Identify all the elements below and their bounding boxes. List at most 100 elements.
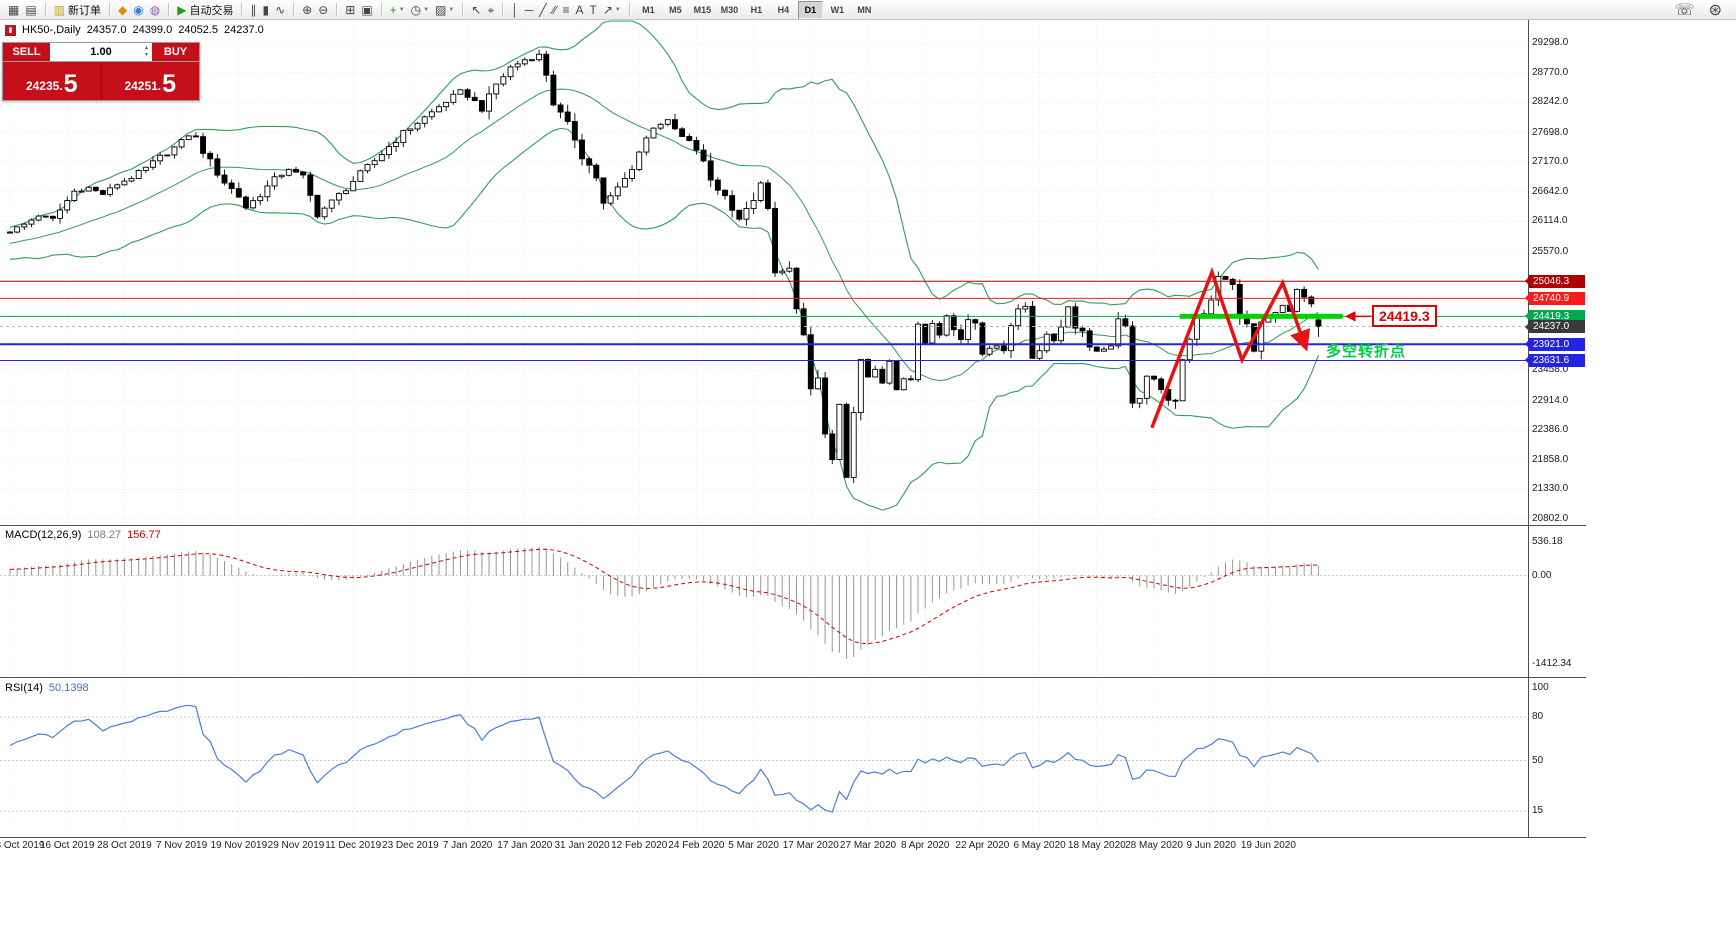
- sell-price-big: 5: [63, 70, 78, 98]
- timeframe-d1[interactable]: D1: [797, 0, 823, 19]
- vertical-line-icon[interactable]: │: [508, 1, 522, 19]
- channel-icon[interactable]: ∕∕: [549, 1, 559, 19]
- timeframe-m30[interactable]: M30: [720, 4, 739, 15]
- sell-button[interactable]: 24235. 5: [3, 62, 101, 100]
- volume-stepper[interactable]: ▲ ▼: [144, 45, 149, 59]
- toolbar-group: ⊕ ⊖: [297, 0, 333, 20]
- indicators-icon-glyph: +: [389, 2, 397, 17]
- trade-panel-top-row: SELL 1.00 ▲ ▼ BUY: [3, 43, 199, 62]
- indicators-icon[interactable]: + ▼: [387, 1, 408, 19]
- price-axis-label: 28242.0: [1532, 96, 1569, 108]
- periods-icon[interactable]: ◷ ▼: [408, 1, 432, 19]
- fibonacci-icon[interactable]: ≡: [559, 1, 572, 19]
- periods-icon-dropdown-icon[interactable]: ▼: [423, 6, 430, 13]
- date-axis-label: 22 Apr 2020: [955, 840, 1010, 851]
- buy-price-big: 5: [162, 70, 177, 98]
- cursor-icon[interactable]: ↖: [468, 1, 484, 19]
- toolbar-separator: [109, 2, 111, 17]
- templates-icon-dropdown-icon[interactable]: ▼: [448, 6, 455, 13]
- toolbar-group: ∥ ▮ ∿: [245, 0, 290, 20]
- price-axis-label: 22386.0: [1532, 424, 1569, 436]
- price-axis-label: 29298.0: [1532, 37, 1569, 48]
- rsi-value: 50.1398: [48, 682, 89, 694]
- chart-window-icon: ▮: [5, 24, 16, 36]
- zoom-in-icon-glyph: ⊕: [302, 2, 313, 17]
- quick-search-icon[interactable]: ⊛: [1708, 1, 1722, 19]
- timeframe-m15[interactable]: M15: [693, 4, 712, 15]
- current-price-tag: 24237.0: [1525, 320, 1585, 334]
- date-axis-label: 23 Dec 2019: [382, 840, 439, 851]
- price-axis-label: 25570.0: [1532, 245, 1569, 257]
- toolbar-separator: [336, 2, 338, 17]
- crosshair-icon[interactable]: ⌖: [484, 1, 497, 19]
- timeframe-mn[interactable]: MN: [857, 4, 872, 15]
- new-order-button[interactable]: ▥ 新订单: [51, 1, 104, 19]
- date-axis-label: 28 May 2020: [1125, 840, 1183, 851]
- rsi-axis-label: 100: [1532, 682, 1549, 693]
- timeframe-h4[interactable]: H4: [777, 4, 790, 15]
- zoom-out-icon[interactable]: ⊖: [315, 1, 331, 19]
- date-axis-label: 29 Nov 2019: [267, 840, 325, 851]
- cascade-windows-icon-glyph: ▣: [361, 2, 373, 17]
- timeframe-h1[interactable]: H1: [750, 4, 763, 15]
- rsi-axis-label: 50: [1532, 754, 1544, 766]
- price-level-callout[interactable]: 24419.3: [1372, 305, 1437, 327]
- candlestick-chart-icon[interactable]: ▮: [259, 1, 272, 19]
- rsi-axis-label: 15: [1532, 805, 1544, 817]
- crosshair-icon-glyph: ⌖: [487, 2, 495, 17]
- periods-icon-glyph: ◷: [410, 2, 422, 17]
- toolbar-separator: [462, 2, 464, 17]
- profiles-icon[interactable]: ▤: [22, 1, 39, 19]
- new-chart-icon[interactable]: ▦: [5, 1, 22, 19]
- price-axis-label: 21858.0: [1532, 453, 1569, 465]
- candlestick-chart-icon-glyph: ▮: [262, 2, 270, 17]
- macd-axis-label: -1412.34: [1532, 658, 1572, 669]
- toolbar-right-icons: ☏ ⊛: [1672, 1, 1733, 19]
- cursor-icon-glyph: ↖: [471, 2, 482, 17]
- copy-trading-icon[interactable]: ☏: [1674, 1, 1695, 19]
- date-axis-label: 17 Mar 2020: [782, 840, 839, 851]
- price-axis-label: 23458.0: [1532, 364, 1569, 376]
- date-axis-label: 11 Dec 2019: [325, 840, 382, 851]
- buy-button[interactable]: 24251. 5: [100, 62, 199, 100]
- bar-chart-icon[interactable]: ∥: [247, 1, 259, 19]
- timeframe-w1[interactable]: W1: [830, 4, 845, 15]
- volume-down-icon[interactable]: ▼: [144, 52, 149, 58]
- market-icon[interactable]: ◆: [115, 1, 130, 19]
- zoom-in-icon[interactable]: ⊕: [299, 1, 315, 19]
- horizontal-line-icon[interactable]: ─: [522, 1, 537, 19]
- arrows-icon[interactable]: ↗ ▼: [600, 1, 624, 19]
- trendline-icon[interactable]: ╱: [536, 1, 549, 19]
- horizontal-line-icon-glyph: ─: [524, 2, 534, 17]
- toolbar-separator: [380, 2, 382, 17]
- label-icon[interactable]: T: [587, 1, 600, 19]
- timeframe-m5[interactable]: M5: [669, 4, 682, 15]
- price-line-tag: 25046.3: [1525, 274, 1585, 288]
- toolbar-separator: [628, 2, 630, 17]
- timeframe-m1[interactable]: M1: [642, 4, 655, 15]
- date-axis-label: 19 Jun 2020: [1240, 840, 1296, 851]
- templates-icon[interactable]: ▨ ▼: [432, 1, 457, 19]
- cascade-windows-icon[interactable]: ▣: [358, 1, 375, 19]
- price-axis-label: 21330.0: [1532, 483, 1569, 495]
- line-chart-icon[interactable]: ∿: [272, 1, 288, 19]
- turning-point-annotation[interactable]: 多空转折点: [1326, 343, 1407, 360]
- tile-windows-icon[interactable]: ⊞: [342, 1, 358, 19]
- signals-icon[interactable]: ◉: [130, 1, 146, 19]
- sell-price-small: 24235.: [25, 79, 63, 93]
- arrows-icon-dropdown-icon[interactable]: ▼: [614, 6, 621, 13]
- autotrading-button-glyph: ▶: [177, 2, 187, 17]
- autotrading-button[interactable]: ▶ 自动交易: [174, 1, 236, 19]
- community-icon[interactable]: ◍: [147, 1, 163, 19]
- line-chart-icon-glyph: ∿: [275, 2, 286, 17]
- indicators-icon-dropdown-icon[interactable]: ▼: [398, 6, 405, 13]
- channel-icon-glyph: ∕∕: [552, 2, 557, 17]
- toolbar-separator: [293, 2, 295, 17]
- volume-field[interactable]: 1.00 ▲ ▼: [50, 43, 152, 61]
- volume-up-icon[interactable]: ▲: [144, 45, 149, 51]
- ohlc-close: 24237.0: [223, 24, 264, 36]
- fibonacci-icon-glyph: ≡: [562, 2, 570, 17]
- text-icon[interactable]: A: [572, 1, 586, 19]
- trendline-icon-glyph: ╱: [539, 2, 547, 17]
